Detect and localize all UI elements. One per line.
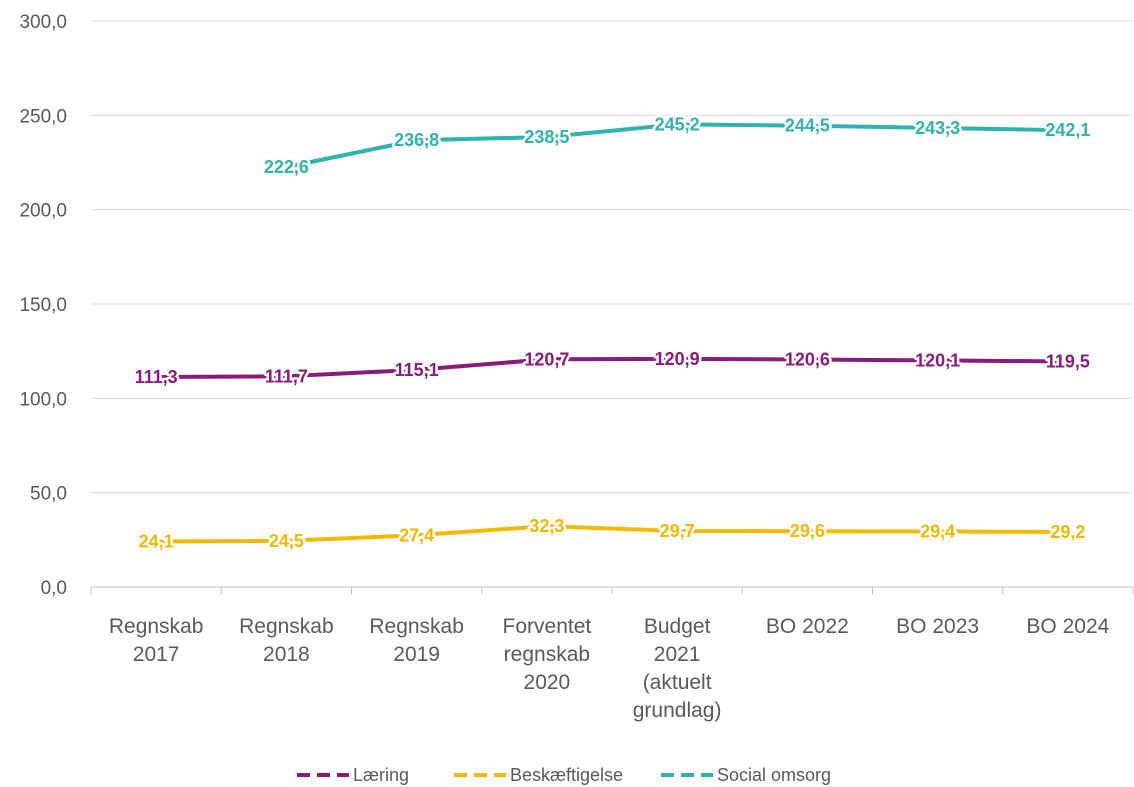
x-category-label: Regnskab 2019 <box>369 615 464 666</box>
data-label: 236,8 <box>394 130 439 150</box>
data-label: 29,4 <box>920 522 955 542</box>
data-label: 245,2 <box>655 114 700 134</box>
x-category-label-line: (aktuelt <box>643 671 712 694</box>
x-category-label: BO 2024 <box>1026 615 1109 638</box>
y-tick-label: 200,0 <box>19 201 67 222</box>
x-category-label-line: BO 2024 <box>1026 615 1109 638</box>
data-label: 32,3 <box>529 516 564 536</box>
gridlines <box>91 20 1133 494</box>
x-axis-category-labels: Regnskab 2017 Regnskab 2018 Regnskab 2019 Forv… <box>109 615 1110 722</box>
series-line <box>154 524 1070 544</box>
data-label: 244,5 <box>785 116 830 136</box>
y-tick-label: 300,0 <box>19 12 67 33</box>
x-category-label: Forventet regnskab 2020 <box>503 615 592 694</box>
data-label: 243,3 <box>915 118 960 138</box>
data-label: 120,7 <box>524 349 569 369</box>
x-category-label: Regnskab 2017 <box>109 615 204 666</box>
data-label: 115,1 <box>395 360 439 380</box>
x-category-label-line: 2021 <box>654 643 701 666</box>
data-label: 27,4 <box>399 525 434 545</box>
data-label: 238,5 <box>524 127 569 147</box>
data-label: 111,7 <box>265 366 308 386</box>
series-lines <box>154 122 1070 544</box>
x-category-label-line: Regnskab <box>369 615 464 638</box>
legend-label: Social omsorg <box>717 765 831 785</box>
series-line <box>284 122 1070 169</box>
y-tick-label: 100,0 <box>19 389 67 410</box>
data-label: 120,1 <box>915 350 960 370</box>
legend: Læring Beskæftigelse Social omsorg <box>297 765 831 785</box>
legend-label: Læring <box>353 765 409 785</box>
x-category-label: BO 2023 <box>896 615 979 638</box>
x-category-label-line: 2020 <box>524 671 571 694</box>
data-label: 120,6 <box>785 349 830 369</box>
x-axis <box>90 586 1134 594</box>
legend-label: Beskæftigelse <box>510 765 623 785</box>
series-line <box>154 356 1070 379</box>
x-category-label-line: 2019 <box>393 643 440 666</box>
x-category-label-line: BO 2023 <box>896 615 979 638</box>
y-axis-tick-labels: 0,0 50,0 100,0 150,0 200,0 250,0 300,0 <box>19 12 67 599</box>
data-label: 119,5 <box>1046 352 1090 372</box>
x-category-label-line: 2018 <box>263 643 310 666</box>
data-label: 242,1 <box>1045 120 1090 140</box>
x-category-label-line: Budget <box>644 615 711 638</box>
x-category-label: BO 2022 <box>766 615 849 638</box>
data-labels: 111,3 111,7 115,1 120,7 120,9 120,6 120,1 119,5… <box>132 112 1093 554</box>
x-category-label-line: grundlag) <box>633 699 722 722</box>
x-category-label-line: 2017 <box>133 643 180 666</box>
data-label: 29,7 <box>660 521 695 541</box>
x-category-label: Budget 2021 (aktuelt grundlag) <box>633 615 722 722</box>
data-label: 29,6 <box>790 521 825 541</box>
data-label: 120,9 <box>655 349 700 369</box>
data-label: 24,1 <box>139 532 174 552</box>
x-category-label: Regnskab 2018 <box>239 615 334 666</box>
y-tick-label: 50,0 <box>30 484 67 505</box>
data-label: 222,6 <box>264 157 309 177</box>
x-category-label-line: BO 2022 <box>766 615 849 638</box>
x-category-label-line: Regnskab <box>109 615 204 638</box>
x-category-label-line: regnskab <box>504 643 590 666</box>
data-label: 24,5 <box>269 531 304 551</box>
y-tick-label: 150,0 <box>19 295 67 316</box>
data-label: 29,2 <box>1050 522 1085 542</box>
x-category-label-line: Regnskab <box>239 615 334 638</box>
y-tick-label: 250,0 <box>19 106 67 127</box>
data-label: 111,3 <box>135 367 178 387</box>
x-category-label-line: Forventet <box>503 615 592 638</box>
y-tick-label: 0,0 <box>41 578 67 599</box>
